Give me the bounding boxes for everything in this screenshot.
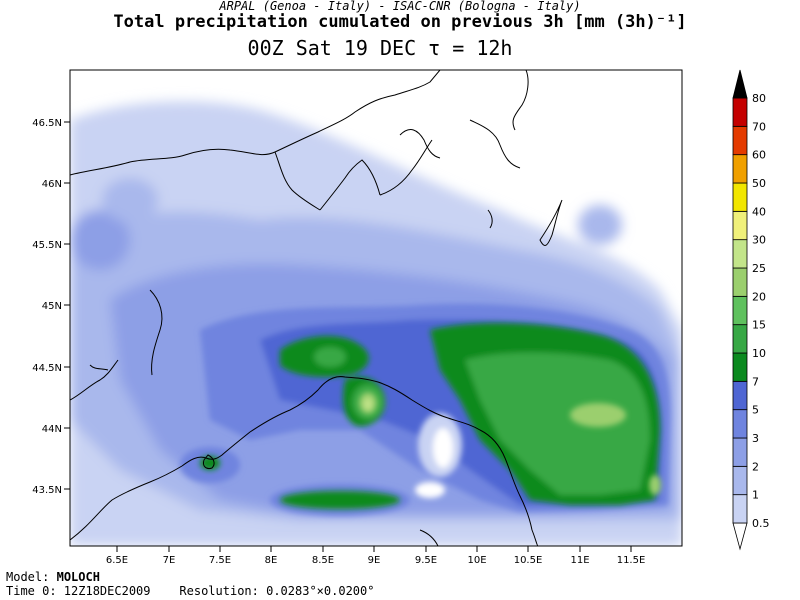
lon-tick-label: 9E xyxy=(368,555,381,566)
colorbar-cell xyxy=(732,465,748,496)
lon-tick-label: 7.5E xyxy=(209,555,231,566)
lat-tick-label: 43.5N xyxy=(32,485,62,496)
colorbar-cell xyxy=(732,494,748,524)
colorbar-label: 3 xyxy=(752,432,759,445)
colorbar-cell xyxy=(732,97,748,127)
lat-tick-label: 45.5N xyxy=(32,240,62,251)
model-line: Model: MOLOCH xyxy=(6,571,100,584)
colorbar: 0.5 1 2 3 5 7 10 15 20 25 30 40 50 60 70 80 xyxy=(732,69,770,551)
colorbar-label: 0.5 xyxy=(752,517,770,530)
lon-tick-label: 9.5E xyxy=(415,555,437,566)
resolution-text: Resolution: 0.0283°×0.0200° xyxy=(179,584,375,598)
lon-tick-label: 10E xyxy=(467,555,486,566)
colorbar-label: 10 xyxy=(752,347,766,360)
colorbar-cell xyxy=(732,267,748,297)
lat-tick-label: 46.5N xyxy=(32,118,62,129)
colorbar-label: 80 xyxy=(752,92,766,105)
colorbar-cell xyxy=(732,324,748,354)
time-line: Time 0: 12Z18DEC2009 Resolution: 0.0283°… xyxy=(6,585,374,598)
map-subtitle: 00Z Sat 19 DEC τ = 12h xyxy=(247,36,513,60)
colorbar-cell xyxy=(732,154,748,184)
colorbar-label: 15 xyxy=(752,319,766,332)
lat-tick-label: 44N xyxy=(42,424,62,435)
colorbar-cell xyxy=(732,437,748,467)
colorbar-cell xyxy=(732,182,748,212)
lat-tick-label: 46N xyxy=(42,179,62,190)
colorbar-label: 60 xyxy=(752,149,766,162)
model-name: MOLOCH xyxy=(56,570,100,584)
lat-tick-label: 45N xyxy=(42,301,62,312)
lon-tick-label: 8.5E xyxy=(312,555,334,566)
colorbar-cell xyxy=(732,295,748,326)
colorbar-label: 7 xyxy=(752,375,759,388)
lon-tick-label: 7E xyxy=(163,555,176,566)
colorbar-label: 70 xyxy=(752,120,766,133)
lon-tick-label: 6.5E xyxy=(106,555,128,566)
lat-axis: 46.5N 46N 45.5N 45N 44.5N 44N 43.5N xyxy=(32,118,70,496)
colorbar-cell xyxy=(732,380,748,411)
colorbar-cell xyxy=(732,352,748,382)
lat-tick-label: 44.5N xyxy=(32,363,62,374)
colorbar-label: 50 xyxy=(752,177,766,190)
credit-line: ARPAL (Genoa - Italy) - ISAC-CNR (Bologn… xyxy=(219,0,581,13)
colorbar-label: 25 xyxy=(752,262,766,275)
map-title: Total precipitation cumulated on previou… xyxy=(113,12,687,32)
colorbar-label: 30 xyxy=(752,234,766,247)
colorbar-cell xyxy=(732,522,748,551)
time-origin: Time 0: 12Z18DEC2009 xyxy=(6,584,151,598)
colorbar-label: 40 xyxy=(752,205,766,218)
lon-tick-label: 11E xyxy=(570,555,589,566)
lon-tick-label: 10.5E xyxy=(514,555,543,566)
lon-tick-label: 8E xyxy=(265,555,278,566)
colorbar-label: 20 xyxy=(752,290,766,303)
precip-map xyxy=(70,70,682,546)
model-label: Model: xyxy=(6,570,50,584)
colorbar-label: 2 xyxy=(752,460,759,473)
colorbar-cell xyxy=(732,210,748,241)
colorbar-label: 5 xyxy=(752,404,759,417)
colorbar-cell xyxy=(732,239,748,269)
lon-tick-label: 11.5E xyxy=(617,555,646,566)
colorbar-cell xyxy=(732,409,748,439)
lon-axis: 6.5E 7E 7.5E 8E 8.5E 9E 9.5E 10E 10.5E 1… xyxy=(106,546,645,566)
colorbar-label: 1 xyxy=(752,489,759,502)
colorbar-cell xyxy=(732,125,748,156)
map-frame xyxy=(69,69,683,547)
colorbar-cell xyxy=(732,69,748,99)
